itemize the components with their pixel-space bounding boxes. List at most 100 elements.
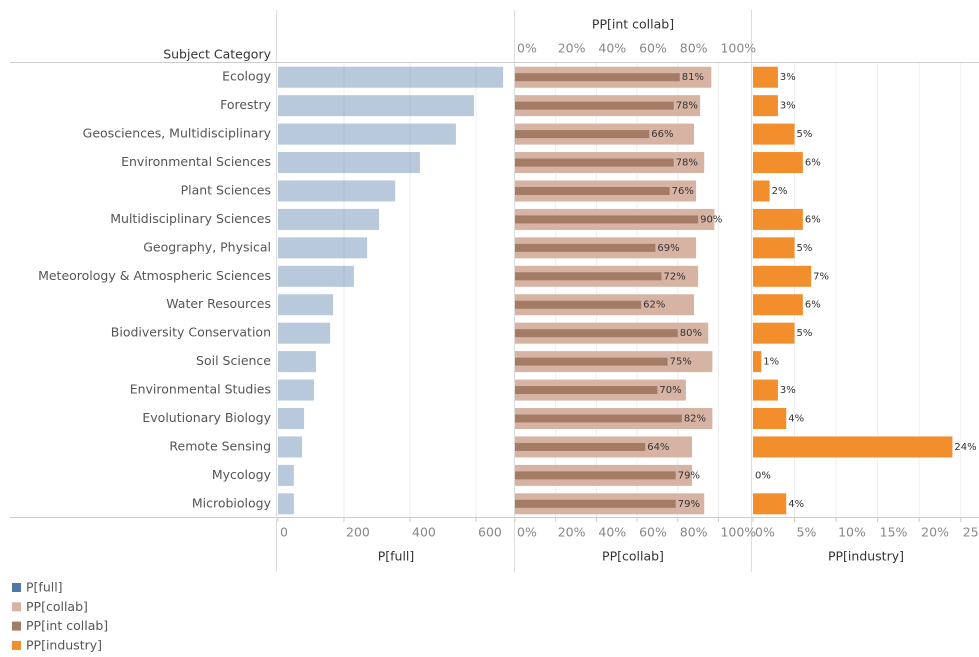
value-label: 0% bbox=[755, 470, 771, 481]
bar bbox=[753, 237, 795, 259]
x-tick-label: 200 bbox=[346, 525, 370, 540]
x-tick-label: 100% bbox=[720, 525, 756, 540]
top-tick-label: 80% bbox=[680, 41, 708, 56]
value-label: 5% bbox=[797, 243, 813, 254]
value-label: 75% bbox=[670, 357, 692, 368]
value-label: 64% bbox=[647, 442, 669, 453]
bar bbox=[278, 237, 368, 259]
value-label: 79% bbox=[678, 499, 700, 510]
value-label: 78% bbox=[676, 158, 698, 169]
value-label: 69% bbox=[657, 243, 679, 254]
bar bbox=[278, 464, 294, 486]
category-label: Multidisciplinary Sciences bbox=[110, 211, 271, 226]
x-tick-label: 20% bbox=[558, 525, 586, 540]
bar bbox=[753, 351, 762, 373]
top-tick-label: 60% bbox=[639, 41, 667, 56]
bar bbox=[753, 379, 778, 401]
bar bbox=[753, 322, 795, 344]
bar bbox=[278, 294, 334, 316]
bar bbox=[753, 408, 787, 429]
value-label: 6% bbox=[805, 158, 821, 169]
x-tick-label: 60% bbox=[639, 525, 667, 540]
category-label: Biodiversity Conservation bbox=[111, 325, 271, 340]
axis-title: PP[industry] bbox=[828, 549, 904, 564]
top-axis-title: PP[int collab] bbox=[592, 17, 674, 32]
value-label: 82% bbox=[684, 414, 706, 425]
x-tick-label: 10% bbox=[838, 525, 866, 540]
legend-swatch bbox=[12, 640, 21, 650]
value-label: 78% bbox=[676, 101, 698, 112]
value-label: 62% bbox=[643, 300, 665, 311]
category-label: Meteorology & Atmospheric Sciences bbox=[38, 268, 271, 283]
bar bbox=[753, 66, 778, 88]
bar bbox=[278, 180, 396, 202]
value-label: 90% bbox=[700, 214, 722, 225]
bar bbox=[278, 493, 294, 515]
bar bbox=[278, 66, 504, 88]
bar bbox=[515, 386, 658, 395]
x-tick-label: 5% bbox=[797, 525, 817, 540]
bar bbox=[278, 408, 305, 429]
bar bbox=[278, 95, 475, 117]
bar bbox=[753, 265, 812, 287]
legend-label: PP[collab] bbox=[26, 599, 88, 614]
bar bbox=[515, 73, 680, 82]
bar bbox=[515, 300, 642, 309]
legend-label: P[full] bbox=[26, 580, 63, 595]
category-label: Forestry bbox=[220, 97, 271, 112]
bar bbox=[278, 436, 303, 458]
bar bbox=[278, 351, 316, 373]
category-label: Water Resources bbox=[166, 296, 271, 311]
value-label: 4% bbox=[788, 414, 804, 425]
x-tick-label: 15% bbox=[880, 525, 908, 540]
legend-label: PP[int collab] bbox=[26, 618, 108, 633]
x-tick-label: 20% bbox=[921, 525, 949, 540]
bar bbox=[278, 322, 331, 344]
value-label: 7% bbox=[813, 271, 829, 282]
bar bbox=[278, 379, 314, 401]
top-tick-label: 0% bbox=[517, 41, 537, 56]
x-tick-label: 25% bbox=[963, 525, 979, 540]
bar bbox=[753, 436, 953, 458]
value-label: 5% bbox=[797, 328, 813, 339]
value-label: 6% bbox=[805, 214, 821, 225]
top-tick-label: 20% bbox=[558, 41, 586, 56]
category-label: Remote Sensing bbox=[169, 438, 271, 453]
top-tick-label: 100% bbox=[720, 41, 756, 56]
category-label: Geography, Physical bbox=[143, 239, 271, 254]
category-label: Soil Science bbox=[196, 353, 271, 368]
value-label: 70% bbox=[659, 385, 681, 396]
value-label: 72% bbox=[663, 271, 685, 282]
bar bbox=[753, 294, 803, 316]
top-tick-label: 40% bbox=[598, 41, 626, 56]
x-tick-label: 0% bbox=[517, 525, 537, 540]
category-label: Geosciences, Multidisciplinary bbox=[83, 126, 272, 141]
value-label: 6% bbox=[805, 300, 821, 311]
value-label: 4% bbox=[788, 499, 804, 510]
bar bbox=[515, 329, 678, 338]
bar bbox=[515, 272, 662, 281]
bar bbox=[515, 130, 650, 139]
bar bbox=[515, 442, 646, 451]
legend-swatch bbox=[12, 602, 21, 612]
bar bbox=[515, 414, 682, 423]
x-tick-label: 40% bbox=[598, 525, 626, 540]
bar bbox=[515, 471, 676, 480]
category-label: Plant Sciences bbox=[181, 182, 271, 197]
value-label: 79% bbox=[678, 470, 700, 481]
bar bbox=[515, 243, 656, 252]
value-label: 80% bbox=[680, 328, 702, 339]
value-label: 24% bbox=[954, 442, 976, 453]
value-label: 76% bbox=[672, 186, 694, 197]
bar bbox=[753, 493, 787, 515]
x-tick-label: 0 bbox=[280, 525, 288, 540]
bar bbox=[753, 152, 803, 174]
category-label: Microbiology bbox=[192, 495, 272, 510]
value-label: 3% bbox=[780, 72, 796, 83]
value-label: 81% bbox=[682, 72, 704, 83]
category-label: Ecology bbox=[222, 69, 271, 84]
value-label: 1% bbox=[763, 357, 779, 368]
bar bbox=[278, 265, 354, 287]
legend-swatch bbox=[12, 583, 21, 592]
